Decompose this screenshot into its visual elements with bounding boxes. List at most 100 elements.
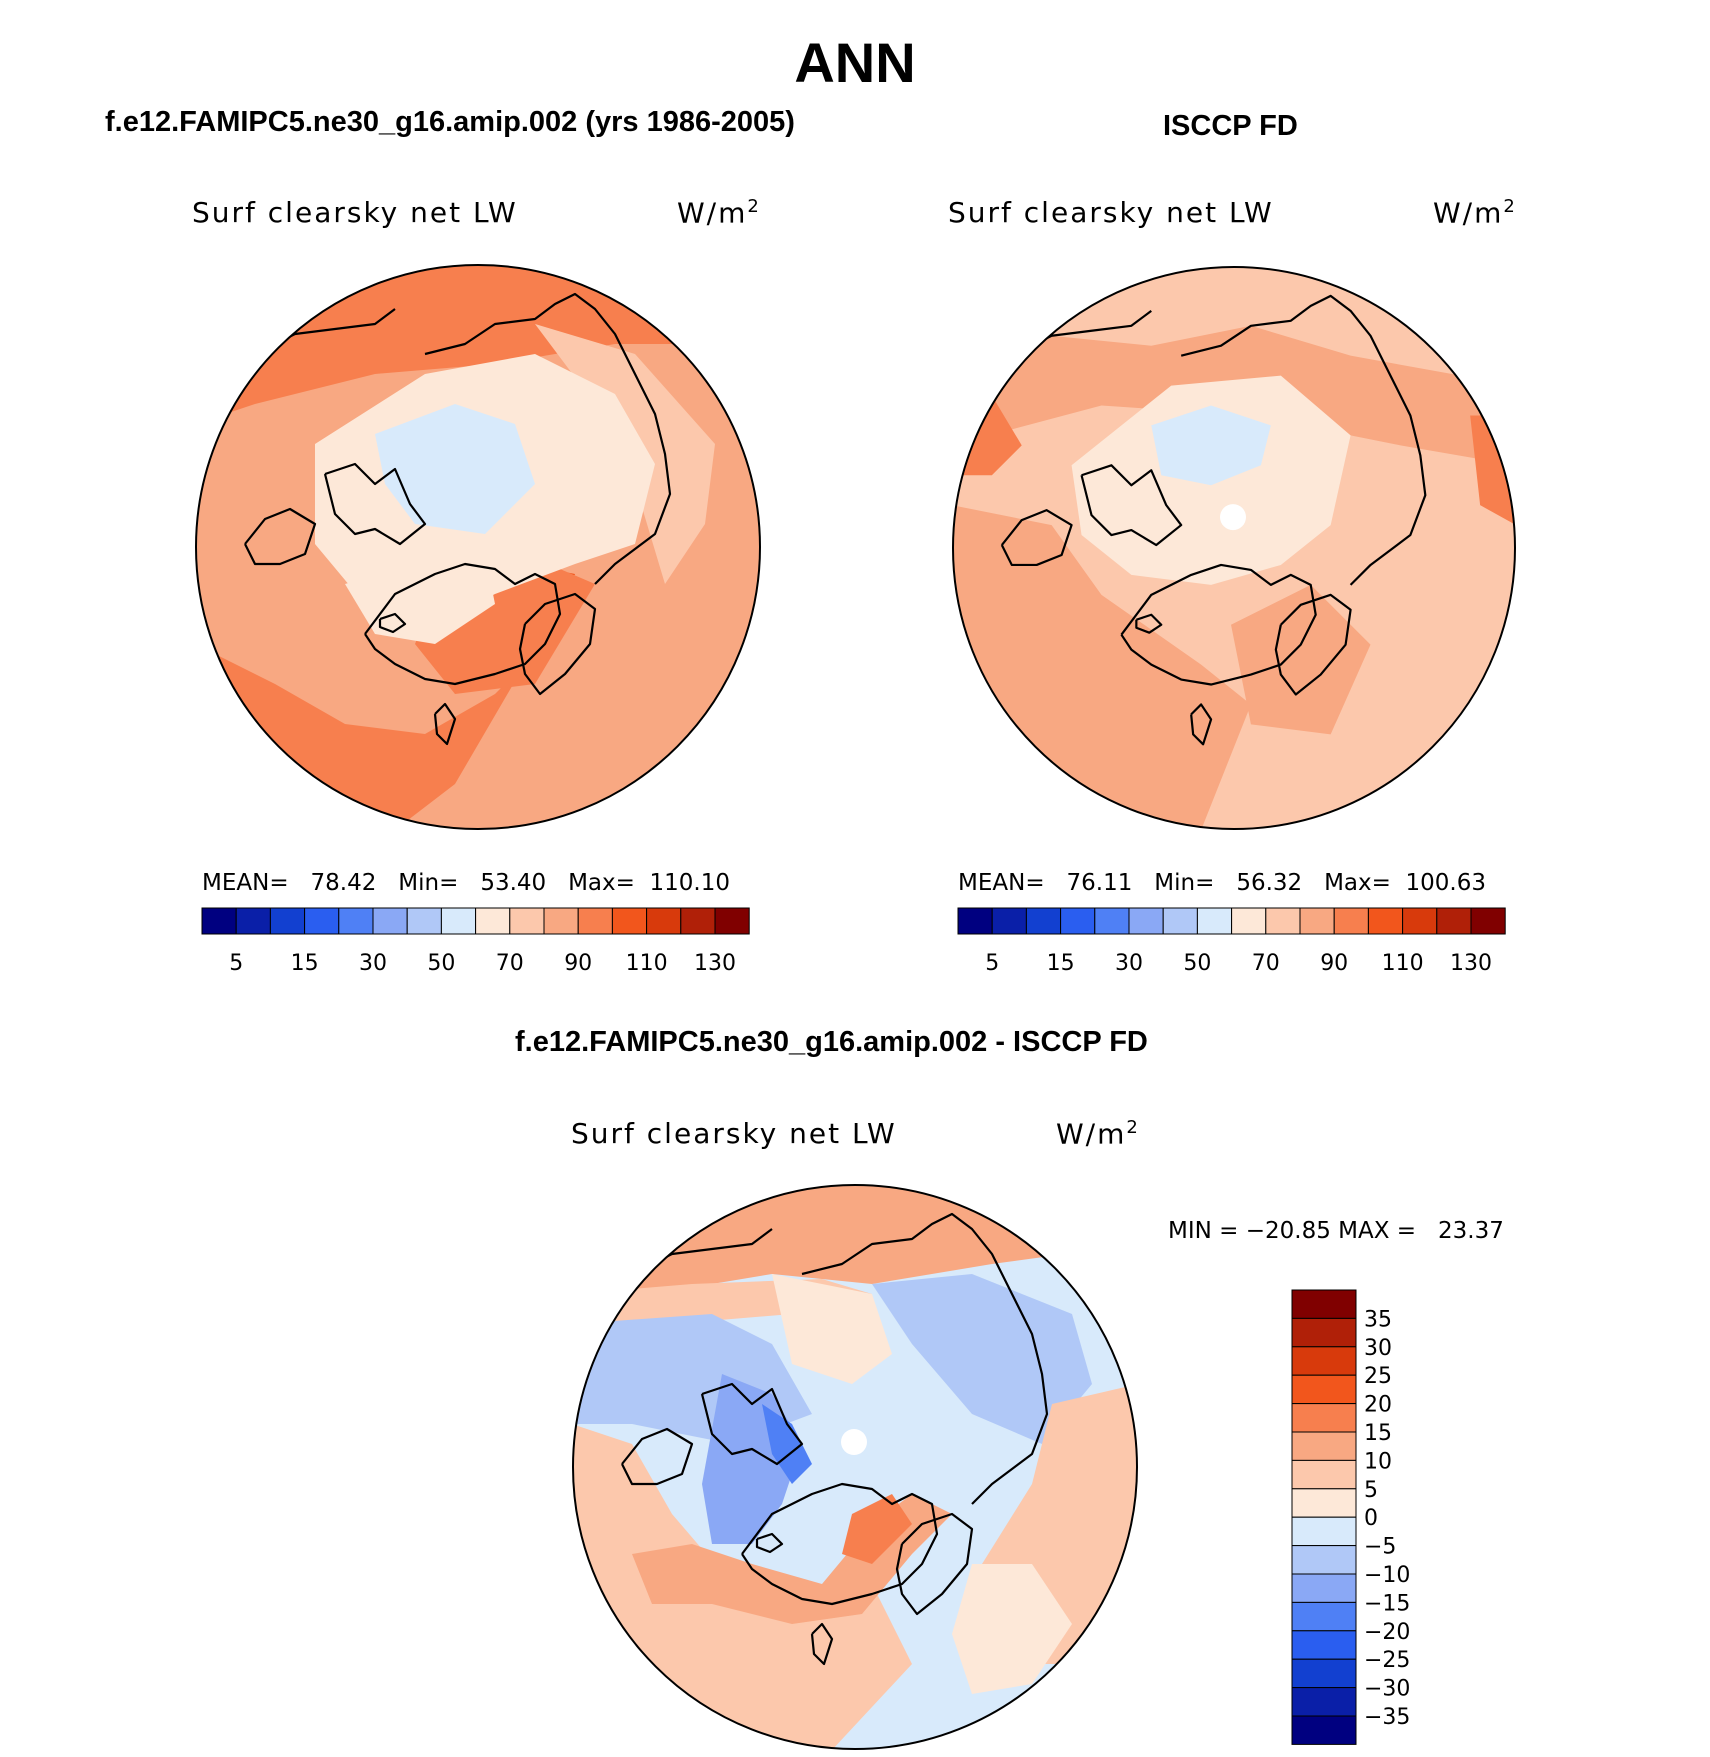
panel3-stats: MIN = −20.85 MAX = 23.37 (1168, 1218, 1504, 1244)
panel3-colorbar-box (1291, 1687, 1357, 1717)
panel3-colorbar-box (1291, 1403, 1357, 1433)
panel2-coastline-archipelago (1080, 464, 1183, 547)
panel3-coastline-greenland (741, 1482, 939, 1606)
panel1-colorbar-box (680, 907, 716, 935)
panel1-field-region (375, 404, 535, 534)
panel1-colorbar-box (611, 907, 648, 935)
panel1-coastline-eurasia (424, 292, 672, 585)
panel3-colorbar-box (1291, 1289, 1357, 1319)
panel2-colorbar-tick-label: 50 (1183, 951, 1211, 976)
panel1-coastline-archipelago (323, 462, 427, 546)
panel2-colorbar-box (1162, 907, 1198, 935)
panel3-map-border (572, 1184, 1138, 1750)
main-title: ANN (794, 31, 916, 94)
panel3-colorbar-box (1291, 1317, 1357, 1348)
panel3-field-region (872, 1274, 1092, 1444)
panel1-colorbar-tick-label: 50 (427, 951, 455, 976)
panel3-colorbar-tick-label: 10 (1364, 1449, 1392, 1474)
panel1-colorbar-box (440, 907, 477, 935)
panel2-colorbar-box (957, 907, 993, 935)
panel2-colorbar-tick-label: 15 (1047, 951, 1075, 976)
panel1-coastline-uk (433, 702, 457, 746)
panel1-colorbar-tick-label: 130 (694, 951, 736, 976)
panel3-colorbar-tick-label: −15 (1364, 1591, 1410, 1616)
panel3-colorbar-box (1291, 1488, 1357, 1518)
panel1-colorbar-tick-label: 30 (359, 951, 387, 976)
panel2-colorbar-tick-label: 110 (1382, 951, 1424, 976)
panel3-coastline-scandinavia (895, 1512, 974, 1616)
panel3-coastline-eurasia (801, 1212, 1049, 1505)
panel1-colorbar-tick-label: 90 (564, 951, 592, 976)
panel3-colorbar-tick-label: 0 (1364, 1506, 1378, 1531)
panel3-coastline-iceland (755, 1532, 784, 1554)
panel2-colorbar-box (1436, 907, 1472, 935)
panel2-colorbar-box (991, 907, 1027, 935)
panel3-colorbar-box (1291, 1658, 1357, 1689)
panel3-colorbar-tick-label: 5 (1364, 1478, 1378, 1503)
panel2-colorbar-box (1367, 907, 1404, 935)
panel2-coastline-greenland (1120, 563, 1317, 686)
panel1-colorbar-box (543, 907, 579, 935)
panel3-colorbar-tick-label: −30 (1364, 1677, 1410, 1702)
panel1-variable-label: Surf clearsky net LW (192, 196, 518, 229)
panel2-colorbar-box (1470, 907, 1506, 935)
panel3-colorbar-box (1291, 1459, 1357, 1490)
panel3-colorbar-tick-label: 35 (1364, 1307, 1392, 1332)
panel3-colorbar-tick-label: −35 (1364, 1705, 1410, 1730)
panel3-coastline-archipelago (700, 1382, 804, 1466)
panel1-colorbar-tick-label: 110 (626, 951, 668, 976)
panel2-coastline-uk (1190, 703, 1213, 746)
panel1-colorbar-tick-label: 5 (229, 951, 243, 976)
panel2-colorbar-box (1265, 907, 1301, 935)
panel3-colorbar-tick-label: 25 (1364, 1364, 1392, 1389)
panel2-polar-map (952, 266, 1516, 830)
panel1-coastline-iceland (378, 612, 407, 634)
panel1-colorbar-box (475, 907, 511, 935)
panel2-coastline-iceland (1135, 613, 1163, 634)
panel2-colorbar: 5 15 30 50 70 90 110 130 (957, 907, 1506, 976)
panel2-colorbar-tick-label: 130 (1450, 951, 1492, 976)
panel2-coastline-scandinavia (1274, 593, 1352, 696)
panel3-coastline-uk (810, 1622, 834, 1666)
panel2-coastline-baffin (1000, 509, 1073, 567)
panel1-coastline-greenland (364, 562, 562, 686)
panel2-stats: MEAN= 76.11 Min= 56.32 Max= 100.63 (958, 870, 1487, 896)
panel2-field-region (1151, 405, 1271, 486)
panel3-colorbar-tick-label: −20 (1364, 1620, 1410, 1645)
panel3-colorbar-tick-label: 20 (1364, 1393, 1392, 1418)
panel2-field-region (1231, 584, 1371, 735)
panel1-coastline-scandinavia (518, 592, 597, 696)
panel1-colorbar-tick-label: 70 (496, 951, 524, 976)
panel1-colorbar-box (577, 907, 613, 935)
panel1-colorbar-box (235, 907, 271, 935)
panel1-colorbar-box (338, 907, 374, 935)
panel2-colorbar-tick-label: 5 (985, 951, 999, 976)
panel2-colorbar-box (1402, 907, 1438, 935)
panel2-colorbar-tick-label: 30 (1115, 951, 1143, 976)
panel1-colorbar-box (646, 907, 682, 935)
panel3-colorbar: 35 30 25 20 15 10 5 0 −5 −10 −15 −20 −25 −30 −35 (1291, 1289, 1410, 1745)
panel1-colorbar-box (714, 907, 750, 935)
panel1-colorbar-box (406, 907, 442, 935)
panel3-colorbar-tick-label: −10 (1364, 1563, 1410, 1588)
panel3-colorbar-box (1291, 1431, 1357, 1461)
panel1-coastline-baffin (244, 507, 317, 566)
panel3-colorbar-tick-label: 15 (1364, 1421, 1392, 1446)
panel3-colorbar-box (1291, 1516, 1357, 1547)
panel2-units-label: W/m2 (1433, 196, 1517, 230)
panel2-colorbar-box (1196, 907, 1233, 935)
panel3-colorbar-box (1291, 1374, 1357, 1405)
panel3-field-region (772, 1274, 892, 1384)
panel1-case-title: f.e12.FAMIPC5.ne30_g16.amip.002 (yrs 198… (105, 106, 795, 138)
panel3-colorbar-tick-label: −25 (1364, 1648, 1410, 1673)
panel1-colorbar: 5 15 30 50 70 90 110 130 (201, 907, 750, 976)
panel2-colorbar-box (1299, 907, 1335, 935)
panel3-case-title: f.e12.FAMIPC5.ne30_g16.amip.002 - ISCCP … (515, 1026, 1148, 1058)
panel3-field-region (842, 1494, 912, 1564)
panel2-coastline-eurasia (1180, 294, 1427, 586)
panel3-units-label: W/m2 (1056, 1117, 1140, 1151)
panel3-colorbar-tick-label: −5 (1364, 1535, 1396, 1560)
panel2-colorbar-box (1025, 907, 1062, 935)
panel3-coastline-baffin (621, 1427, 694, 1486)
panel2-colorbar-box (1060, 907, 1096, 935)
